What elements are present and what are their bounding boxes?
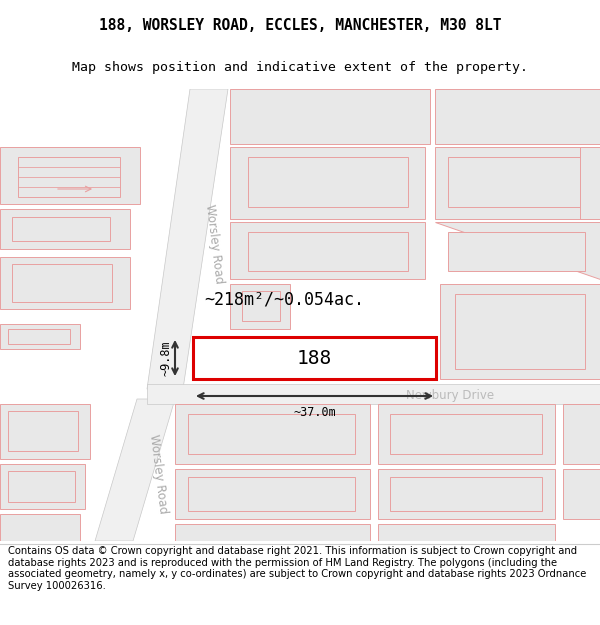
Polygon shape <box>8 329 70 344</box>
Polygon shape <box>378 524 555 541</box>
Polygon shape <box>440 284 600 379</box>
Polygon shape <box>448 232 585 271</box>
Text: ~218m²/~0.054ac.: ~218m²/~0.054ac. <box>205 290 365 308</box>
Text: ~9.8m: ~9.8m <box>159 340 172 376</box>
Polygon shape <box>248 157 408 207</box>
Polygon shape <box>8 471 75 502</box>
Polygon shape <box>12 264 112 302</box>
Polygon shape <box>390 477 542 511</box>
Polygon shape <box>455 294 585 369</box>
Text: Contains OS data © Crown copyright and database right 2021. This information is : Contains OS data © Crown copyright and d… <box>8 546 586 591</box>
Text: ~37.0m: ~37.0m <box>293 406 336 419</box>
Polygon shape <box>378 469 555 519</box>
Bar <box>193 337 436 379</box>
Polygon shape <box>0 404 90 459</box>
Bar <box>147 384 600 404</box>
Polygon shape <box>188 414 355 454</box>
Polygon shape <box>378 404 555 464</box>
Polygon shape <box>580 147 600 219</box>
Text: Newbury Drive: Newbury Drive <box>406 389 494 402</box>
Polygon shape <box>230 89 430 144</box>
Polygon shape <box>147 89 228 389</box>
Polygon shape <box>563 469 600 519</box>
Polygon shape <box>95 399 175 541</box>
Polygon shape <box>448 157 585 207</box>
Polygon shape <box>435 89 600 144</box>
Polygon shape <box>0 514 80 541</box>
Polygon shape <box>12 217 110 241</box>
Polygon shape <box>435 222 600 279</box>
Text: 188: 188 <box>297 349 332 368</box>
Polygon shape <box>175 404 370 464</box>
Polygon shape <box>0 209 130 249</box>
Polygon shape <box>0 464 85 509</box>
Polygon shape <box>18 157 120 197</box>
Polygon shape <box>188 477 355 511</box>
Polygon shape <box>0 324 80 349</box>
Polygon shape <box>175 524 370 541</box>
Polygon shape <box>0 147 140 204</box>
Polygon shape <box>0 257 130 309</box>
Polygon shape <box>175 469 370 519</box>
Text: 188, WORSLEY ROAD, ECCLES, MANCHESTER, M30 8LT: 188, WORSLEY ROAD, ECCLES, MANCHESTER, M… <box>99 18 501 33</box>
Polygon shape <box>248 232 408 271</box>
Polygon shape <box>390 414 542 454</box>
Polygon shape <box>242 291 280 321</box>
Polygon shape <box>8 411 78 451</box>
Polygon shape <box>230 284 290 329</box>
Text: Map shows position and indicative extent of the property.: Map shows position and indicative extent… <box>72 61 528 74</box>
Polygon shape <box>435 147 600 219</box>
Text: Worsley Road: Worsley Road <box>203 204 226 284</box>
Polygon shape <box>230 222 425 279</box>
Polygon shape <box>563 404 600 464</box>
Polygon shape <box>230 147 425 219</box>
Text: Worsley Road: Worsley Road <box>146 434 169 514</box>
